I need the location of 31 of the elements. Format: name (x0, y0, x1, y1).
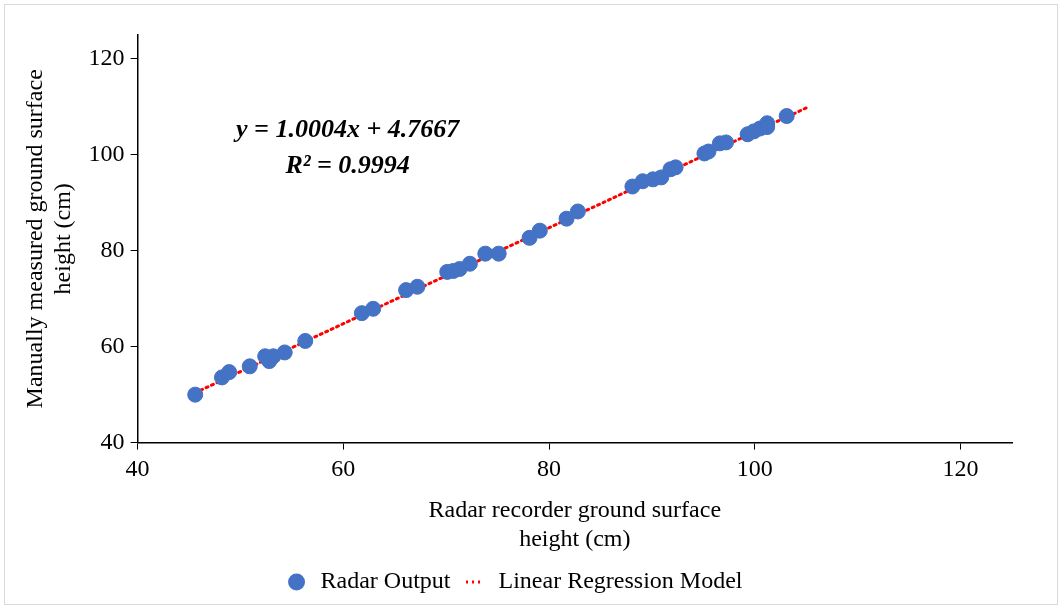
x-tick-label: 120 (942, 455, 979, 482)
point (569, 203, 586, 220)
x-tick-label: 40 (125, 455, 150, 482)
point (778, 108, 795, 125)
point (558, 210, 575, 227)
point (297, 332, 314, 349)
point (221, 364, 238, 381)
x-tick-label: 60 (331, 455, 356, 482)
point (187, 386, 204, 403)
point (490, 245, 507, 262)
x-axis-title: Radar recorder ground surface height (cm) (428, 496, 722, 551)
point (365, 300, 382, 317)
y-axis-title: Manually measured ground surface height (cm) (20, 69, 76, 409)
y-tick-label: 100 (88, 140, 125, 167)
point (531, 222, 548, 239)
point (241, 358, 258, 375)
x-tick-label: 100 (736, 455, 773, 482)
point (700, 143, 717, 160)
y-tick-label: 40 (100, 427, 125, 454)
y-tick-label: 60 (100, 331, 125, 358)
point (409, 278, 426, 295)
annotation: y = 1.0004x + 4.7667 (233, 113, 461, 143)
annotation: R² = 0.9994 (284, 149, 410, 179)
x-tick-label: 80 (537, 455, 562, 482)
point (276, 344, 293, 361)
legend-label: Linear Regression Model (498, 567, 743, 594)
legend-label: Radar Output (320, 567, 451, 594)
y-tick-label: 80 (100, 236, 125, 263)
y-tick-label: 120 (88, 44, 125, 71)
point (461, 255, 478, 272)
point (477, 245, 494, 262)
